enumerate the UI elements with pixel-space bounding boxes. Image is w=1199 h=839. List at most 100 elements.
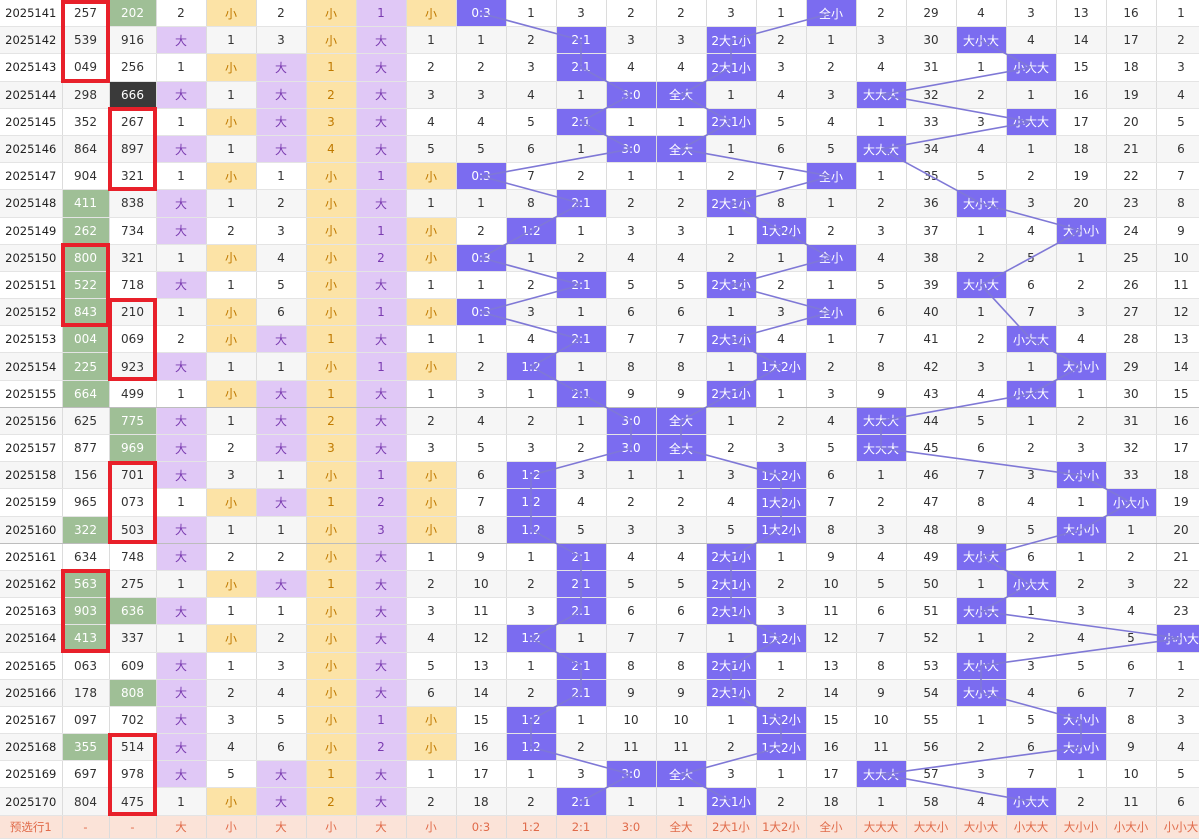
cell-issue: 2025160 bbox=[0, 516, 63, 544]
cell-r30: 5 bbox=[606, 271, 657, 300]
cell-bsb: 4 bbox=[956, 0, 1007, 28]
cell-bbs: 42 bbox=[906, 352, 957, 381]
cell-bss: 20 bbox=[1056, 189, 1107, 218]
cell-v3: 1 bbox=[406, 325, 457, 354]
cell-r03: 0:3 bbox=[456, 0, 507, 28]
cell-allsmall: 3 bbox=[806, 380, 857, 408]
cell-allsmall: 5 bbox=[806, 434, 857, 463]
cell-bss: 1 bbox=[1056, 760, 1107, 789]
cell-n1: 903 bbox=[62, 597, 110, 626]
cell-bss: 2 bbox=[1056, 570, 1107, 599]
table-row: 2025167 097 702 大 3 5 小 1 小 15 1:2 1 10 10 1 1大2小 15 10 55… bbox=[0, 706, 1199, 735]
cell-issue: 2025145 bbox=[0, 108, 63, 136]
cell-r1b2s: 1大2小 bbox=[756, 706, 807, 735]
cell-bbb: 1 bbox=[856, 108, 907, 136]
cell-allbig: 4 bbox=[656, 244, 707, 272]
cell-allsmall: 13 bbox=[806, 652, 857, 680]
cell-bbb: 7 bbox=[856, 325, 907, 354]
cell-n2: 636 bbox=[109, 597, 157, 626]
cell-bbs: 36 bbox=[906, 189, 957, 218]
cell-sbb: 3 bbox=[1006, 652, 1057, 680]
cell-allsmall: 18 bbox=[806, 787, 857, 816]
cell-r03: 1 bbox=[456, 189, 507, 218]
cell-v1: 2 bbox=[206, 679, 257, 707]
cell-allbig: 10 bbox=[656, 706, 707, 735]
cell-sbb: 7 bbox=[1006, 298, 1057, 327]
cell-v3: 4 bbox=[406, 624, 457, 653]
cell-r12: 2 bbox=[506, 787, 557, 816]
cell-n1: 355 bbox=[62, 733, 110, 762]
cell-bs1: 大 bbox=[156, 652, 207, 680]
cell-bs3: 1 bbox=[356, 352, 407, 381]
cell-v1: 小 bbox=[206, 624, 257, 653]
cell-bbs: 50 bbox=[906, 570, 957, 599]
cell-bsb: 4 bbox=[956, 787, 1007, 816]
cell-r2b1s: 2 bbox=[706, 244, 757, 272]
cell-bs3: 大 bbox=[356, 380, 407, 408]
cell-bbb: 2 bbox=[856, 0, 907, 28]
cell-r12: 1 bbox=[506, 652, 557, 680]
cell-issue: 2025149 bbox=[0, 217, 63, 245]
cell-r03: 18 bbox=[456, 787, 507, 816]
cell-bs1: 1 bbox=[156, 488, 207, 517]
cell-n1: 625 bbox=[62, 407, 110, 436]
cell-ssb: 15 bbox=[1156, 380, 1199, 408]
cell-bbb: 2 bbox=[856, 488, 907, 517]
cell-r1b2s: 1大2小 bbox=[756, 461, 807, 490]
cell-r1b2s: 7 bbox=[756, 162, 807, 191]
cell-bss: 1 bbox=[1056, 543, 1107, 571]
footer-cell: 0:3 bbox=[456, 814, 507, 839]
cell-n2: 321 bbox=[109, 162, 157, 191]
cell-issue: 2025167 bbox=[0, 706, 63, 735]
cell-issue: 2025154 bbox=[0, 352, 63, 381]
cell-sbs: 2 bbox=[1106, 543, 1157, 571]
cell-ssb: 12 bbox=[1156, 298, 1199, 327]
cell-bbs: 32 bbox=[906, 81, 957, 109]
cell-v2: 2 bbox=[306, 787, 357, 816]
cell-bs1: 大 bbox=[156, 352, 207, 381]
cell-r21: 2:1 bbox=[556, 325, 607, 354]
cell-sbb: 2 bbox=[1006, 162, 1057, 191]
cell-r21: 2 bbox=[556, 162, 607, 191]
cell-r03: 0:3 bbox=[456, 162, 507, 191]
cell-n1: 843 bbox=[62, 298, 110, 327]
cell-sbs: 32 bbox=[1106, 434, 1157, 463]
cell-bsb: 5 bbox=[956, 407, 1007, 436]
cell-bss: 4 bbox=[1056, 624, 1107, 653]
cell-r1b2s: 1大2小 bbox=[756, 488, 807, 517]
cell-v3: 2 bbox=[406, 570, 457, 599]
cell-allbig: 4 bbox=[656, 53, 707, 82]
cell-bsb: 大小大 bbox=[956, 271, 1007, 300]
cell-issue: 2025169 bbox=[0, 760, 63, 789]
footer-cell: 预选行1 bbox=[0, 814, 63, 839]
cell-r03: 7 bbox=[456, 488, 507, 517]
cell-bbb: 5 bbox=[856, 570, 907, 599]
cell-bs3: 2 bbox=[356, 488, 407, 517]
cell-r03: 15 bbox=[456, 706, 507, 735]
cell-sbb: 小大大 bbox=[1006, 325, 1057, 354]
cell-ssb: 18 bbox=[1156, 461, 1199, 490]
cell-n1: 097 bbox=[62, 706, 110, 735]
cell-r1b2s: 1大2小 bbox=[756, 516, 807, 544]
cell-allbig: 全大 bbox=[656, 407, 707, 436]
cell-r03: 11 bbox=[456, 597, 507, 626]
cell-bsb: 1 bbox=[956, 53, 1007, 82]
cell-bs2: 5 bbox=[256, 271, 307, 300]
cell-bsb: 3 bbox=[956, 352, 1007, 381]
cell-r1b2s: 1 bbox=[756, 380, 807, 408]
cell-bs2: 大 bbox=[256, 108, 307, 136]
cell-r2b1s: 2大1小 bbox=[706, 271, 757, 300]
cell-v2: 小 bbox=[306, 298, 357, 327]
cell-sbs: 7 bbox=[1106, 679, 1157, 707]
cell-bss: 1 bbox=[1056, 380, 1107, 408]
cell-v3: 小 bbox=[406, 298, 457, 327]
cell-bbs: 58 bbox=[906, 787, 957, 816]
cell-ssb: 小小大 bbox=[1156, 624, 1199, 653]
cell-v2: 小 bbox=[306, 679, 357, 707]
cell-v3: 1 bbox=[406, 380, 457, 408]
cell-bbb: 3 bbox=[856, 26, 907, 55]
cell-r1b2s: 2 bbox=[756, 407, 807, 436]
cell-r30: 3 bbox=[606, 26, 657, 55]
cell-r30: 3 bbox=[606, 217, 657, 245]
